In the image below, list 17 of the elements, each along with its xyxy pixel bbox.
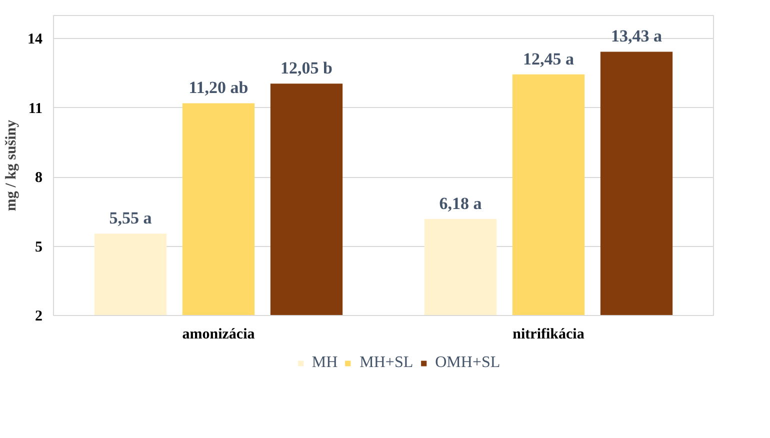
data-label: 12,45 a [523,49,574,68]
y-tick-label: 2 [35,308,42,324]
legend-label: MH [312,354,338,372]
data-label: 6,18 a [439,194,482,214]
y-axis-title: mg / kg sušiny [4,119,20,212]
y-tick-label: 8 [35,170,42,186]
data-label: 5,55 a [109,208,152,228]
legend-label: OMH+SL [435,354,500,372]
y-tick-label: 14 [28,32,43,48]
data-label: 11,20 ab [188,78,248,98]
x-tick-label: amonizácia [182,326,256,342]
data-label: 12,05 b [280,58,332,78]
y-tick-label: 11 [28,100,43,117]
legend-label: MH+SL [360,354,414,372]
data-label: 13,43 a [611,26,662,46]
y-tick-label: 5 [35,239,42,256]
x-tick-label: nitrifikácia [512,326,585,342]
